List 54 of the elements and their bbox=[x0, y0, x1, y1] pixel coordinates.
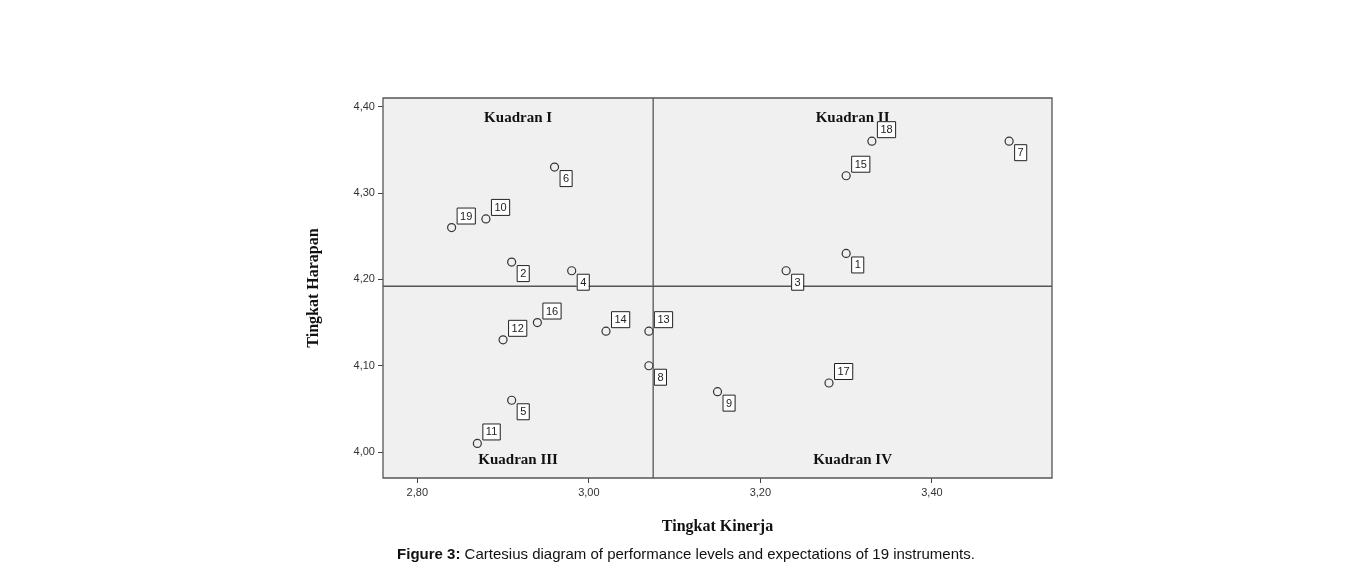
annotation: 1 bbox=[854, 258, 861, 271]
point bbox=[841, 171, 851, 181]
point bbox=[532, 317, 542, 328]
x-tick-label: 3,20 bbox=[749, 485, 772, 498]
point bbox=[481, 214, 491, 224]
x-axis-title: Tingkat Kinerja bbox=[661, 516, 774, 535]
point bbox=[1004, 136, 1014, 146]
annotation: 8 bbox=[657, 370, 664, 383]
annotation: 3 bbox=[794, 275, 801, 288]
point bbox=[507, 257, 517, 267]
x-tick-label: 3,40 bbox=[921, 485, 943, 498]
annotation: Kuadran III bbox=[478, 450, 559, 467]
y-tick-label: 4,30 bbox=[353, 186, 375, 199]
point bbox=[781, 266, 791, 276]
annotation: 14 bbox=[614, 313, 627, 326]
point bbox=[841, 248, 851, 259]
annotation: 9 bbox=[726, 396, 733, 409]
point bbox=[824, 378, 834, 388]
point bbox=[567, 266, 577, 276]
x-tick-label: 3,00 bbox=[578, 485, 600, 498]
annotation: 16 bbox=[545, 304, 559, 317]
annotation: Kuadran IV bbox=[813, 450, 893, 467]
point bbox=[498, 335, 508, 345]
annotation: 15 bbox=[854, 157, 867, 170]
annotation: 13 bbox=[657, 313, 670, 326]
point bbox=[472, 438, 482, 449]
point bbox=[507, 395, 517, 405]
y-tick-label: 4,40 bbox=[353, 99, 375, 112]
y-tick-label: 4,20 bbox=[353, 272, 375, 285]
annotation: 4 bbox=[580, 275, 587, 288]
y-tick-label: 4,10 bbox=[353, 358, 375, 371]
point bbox=[712, 387, 723, 397]
annotation: 19 bbox=[460, 209, 473, 222]
point bbox=[644, 326, 654, 336]
point bbox=[644, 361, 654, 371]
point bbox=[447, 222, 457, 233]
annotation: 11 bbox=[485, 425, 498, 438]
annotation: 10 bbox=[494, 200, 507, 213]
y-tick-label: 4,00 bbox=[353, 445, 375, 458]
annotation: 2 bbox=[520, 267, 527, 280]
annotation: 18 bbox=[880, 123, 893, 136]
point bbox=[549, 162, 560, 172]
point bbox=[867, 136, 877, 146]
y-axis-title: Tingkat Harapan bbox=[303, 228, 322, 348]
annotation: 6 bbox=[563, 172, 570, 185]
point bbox=[601, 326, 611, 336]
annotation: Kuadran II bbox=[815, 108, 890, 125]
x-tick-label: 2,80 bbox=[406, 485, 429, 498]
annotation: 12 bbox=[511, 321, 524, 334]
annotation: 17 bbox=[837, 365, 850, 378]
annotation: 5 bbox=[520, 405, 527, 418]
caption: Figure 3: Cartesius diagram of performance levels and expectations of 19 instruments. bbox=[396, 545, 976, 562]
annotation: 7 bbox=[1017, 146, 1024, 159]
annotation: Kuadran I bbox=[484, 108, 553, 125]
